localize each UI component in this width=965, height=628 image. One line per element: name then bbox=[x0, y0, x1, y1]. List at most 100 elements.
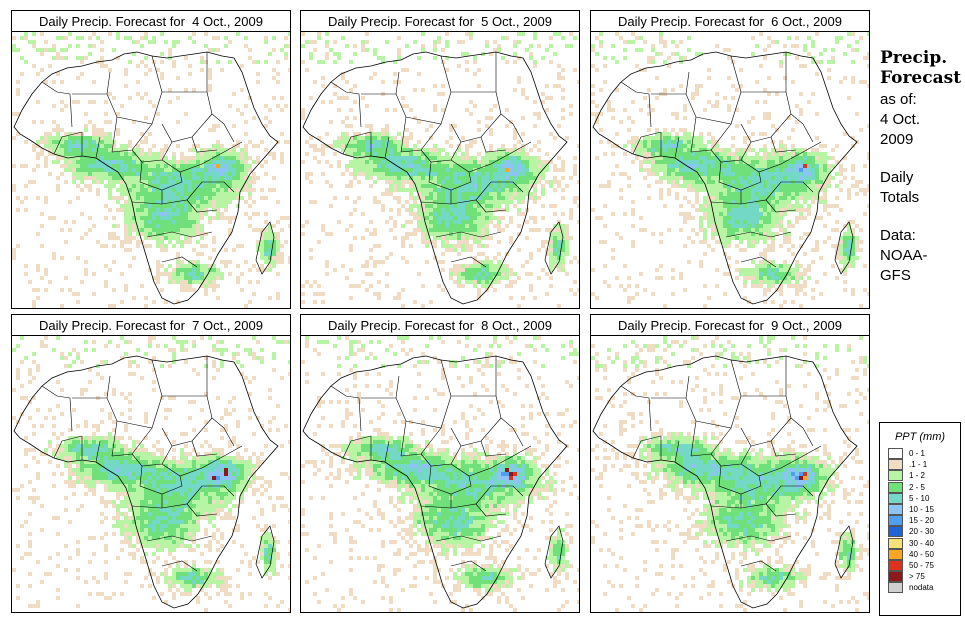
precip-cell bbox=[651, 172, 655, 176]
precip-cell bbox=[473, 240, 477, 244]
precip-cell bbox=[405, 136, 409, 140]
precip-cell bbox=[232, 92, 236, 96]
precip-cell bbox=[509, 152, 513, 156]
precip-cell bbox=[200, 216, 204, 220]
precip-cell bbox=[521, 132, 525, 136]
precip-cell bbox=[441, 216, 445, 220]
precip-cell bbox=[357, 172, 361, 176]
precip-cell bbox=[104, 264, 108, 268]
precip-cell bbox=[835, 252, 839, 256]
precip-cell bbox=[671, 292, 675, 296]
precip-cell bbox=[453, 172, 457, 176]
precip-cell bbox=[867, 64, 869, 68]
precip-cell bbox=[651, 168, 655, 172]
precip-cell bbox=[763, 180, 767, 184]
precip-cell bbox=[715, 168, 719, 172]
precip-cell bbox=[365, 148, 369, 152]
precip-cell bbox=[164, 432, 168, 436]
precip-cell bbox=[381, 56, 385, 60]
precip-cell bbox=[381, 80, 385, 84]
precip-cell bbox=[537, 276, 541, 280]
precip-cell bbox=[615, 132, 619, 136]
precip-cell bbox=[152, 176, 156, 180]
precip-cell bbox=[256, 176, 260, 180]
precip-cell bbox=[200, 232, 204, 236]
precip-cell bbox=[20, 72, 24, 76]
precip-cell bbox=[32, 352, 36, 356]
precip-cell bbox=[739, 148, 743, 152]
precip-cell bbox=[96, 436, 100, 440]
precip-cell bbox=[144, 192, 148, 196]
precip-cell bbox=[168, 208, 172, 212]
precip-cell bbox=[272, 232, 276, 236]
precip-cell bbox=[767, 236, 771, 240]
precip-cell bbox=[711, 140, 715, 144]
precip-cell bbox=[747, 200, 751, 204]
precip-cell bbox=[469, 276, 473, 280]
precip-cell bbox=[489, 176, 493, 180]
precip-cell bbox=[349, 172, 353, 176]
precip-cell bbox=[819, 52, 823, 56]
precip-cell bbox=[280, 260, 284, 264]
precip-cell bbox=[52, 120, 56, 124]
precip-cell bbox=[337, 164, 341, 168]
precip-cell bbox=[827, 176, 831, 180]
precip-cell bbox=[176, 204, 180, 208]
precip-cell bbox=[445, 220, 449, 224]
precip-cell bbox=[667, 176, 671, 180]
precip-cell bbox=[457, 192, 461, 196]
precip-cell bbox=[64, 140, 68, 144]
precip-cell bbox=[224, 36, 228, 40]
precip-cell bbox=[180, 232, 184, 236]
precip-cell bbox=[84, 168, 88, 172]
precip-cell bbox=[759, 160, 763, 164]
precip-cell bbox=[192, 196, 196, 200]
precip-cell bbox=[252, 228, 256, 232]
precip-cell bbox=[124, 176, 128, 180]
precip-cell bbox=[353, 160, 357, 164]
precip-cell bbox=[537, 148, 541, 152]
precip-cell bbox=[465, 164, 469, 168]
precip-cell bbox=[172, 348, 176, 352]
precip-cell bbox=[188, 200, 192, 204]
precip-cell bbox=[260, 196, 264, 200]
precip-cell bbox=[184, 192, 188, 196]
precip-cell bbox=[517, 164, 521, 168]
precip-cell bbox=[691, 160, 695, 164]
precip-cell bbox=[787, 52, 791, 56]
precip-cell bbox=[827, 76, 831, 80]
precip-cell bbox=[779, 280, 783, 284]
precip-cell bbox=[565, 232, 569, 236]
precip-cell bbox=[84, 128, 88, 132]
precip-cell bbox=[421, 232, 425, 236]
precip-cell bbox=[553, 244, 557, 248]
precip-cell bbox=[671, 164, 675, 168]
precip-cell bbox=[405, 176, 409, 180]
precip-cell bbox=[477, 212, 481, 216]
precip-cell bbox=[172, 156, 176, 160]
precip-cell bbox=[128, 392, 132, 396]
precip-cell bbox=[12, 164, 16, 168]
precip-cell bbox=[603, 204, 607, 208]
precip-cell bbox=[393, 164, 397, 168]
precip-cell bbox=[541, 176, 545, 180]
precip-cell bbox=[663, 136, 667, 140]
precip-cell bbox=[751, 188, 755, 192]
precip-cell bbox=[204, 420, 208, 424]
precip-cell bbox=[224, 156, 228, 160]
precip-cell bbox=[361, 148, 365, 152]
precip-cell bbox=[437, 192, 441, 196]
precip-cell bbox=[64, 164, 68, 168]
precip-cell bbox=[236, 352, 240, 356]
precip-cell bbox=[196, 204, 200, 208]
precip-cell bbox=[216, 200, 220, 204]
precip-cell bbox=[751, 240, 755, 244]
precip-cell bbox=[441, 192, 445, 196]
precip-cell bbox=[779, 264, 783, 268]
precip-cell bbox=[280, 256, 284, 260]
precip-cell bbox=[200, 204, 204, 208]
precip-cell bbox=[485, 44, 489, 48]
precip-cell bbox=[252, 292, 256, 296]
precip-cell bbox=[184, 172, 188, 176]
precip-cell bbox=[839, 248, 843, 252]
